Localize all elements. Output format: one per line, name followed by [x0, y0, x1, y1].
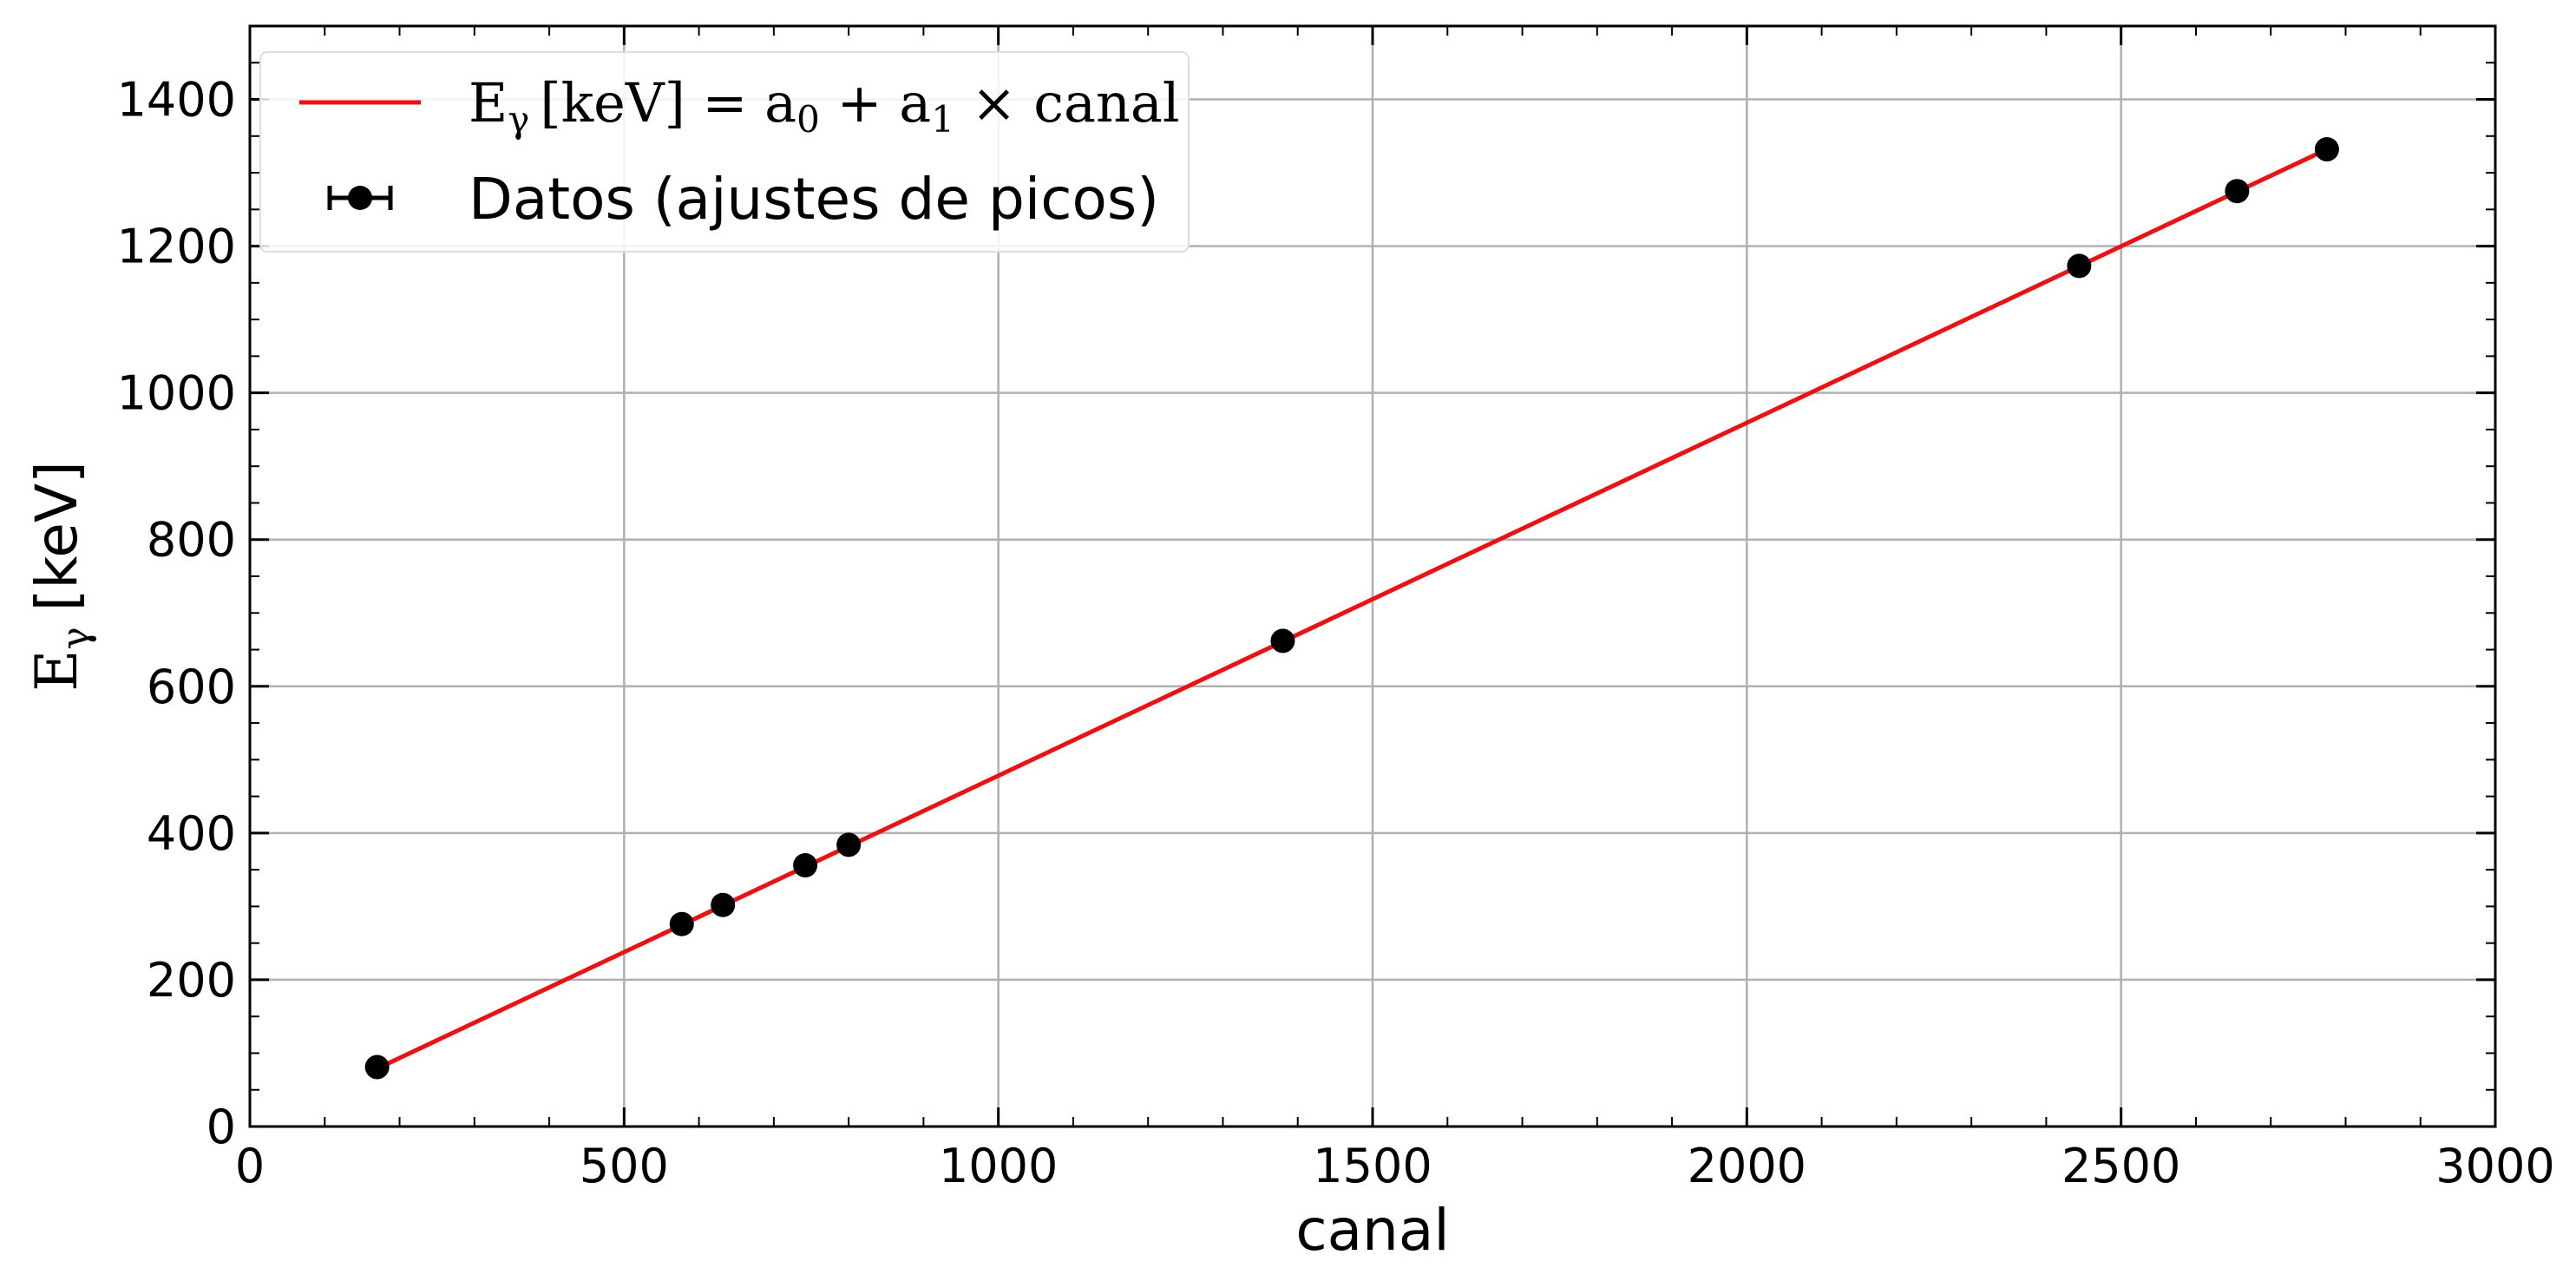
- data-point: [1270, 628, 1295, 654]
- legend-data-marker: [348, 186, 372, 210]
- data-point: [669, 911, 694, 936]
- y-tick-label: 0: [206, 1100, 236, 1154]
- x-tick-label: 2500: [2061, 1139, 2180, 1193]
- fit-line-layer: [376, 147, 2328, 1071]
- x-tick-label: 0: [235, 1139, 265, 1193]
- fit-line: [376, 147, 2328, 1071]
- y-tick-label: 1200: [117, 220, 236, 274]
- x-tick-label: 2000: [1688, 1139, 1806, 1193]
- tick-labels: 0 500 1000 1500 2000 2500 3000 0 200 400 600 800 100…: [117, 73, 2555, 1193]
- data-point: [793, 853, 818, 878]
- legend: Eγ [keV] = a0 + a1 × canal Datos (ajustes…: [259, 51, 1190, 253]
- y-tick-label: 600: [147, 660, 236, 714]
- data-point: [711, 892, 736, 917]
- y-tick-label: 800: [147, 513, 236, 568]
- x-axis-label: canal: [1295, 1197, 1449, 1264]
- y-tick-label: 1400: [117, 73, 236, 128]
- y-axis-label: Eγ[keV]: [23, 461, 98, 692]
- legend-box: [259, 51, 1190, 253]
- data-point: [2067, 253, 2092, 279]
- y-tick-label: 200: [147, 953, 236, 1008]
- legend-data-label: Datos (ajustes de picos): [469, 166, 1159, 233]
- data-point: [364, 1054, 390, 1080]
- data-point: [836, 832, 862, 857]
- data-point: [2225, 179, 2250, 204]
- axis-ticks: [248, 25, 2497, 1128]
- x-tick-label: 1500: [1313, 1139, 1432, 1193]
- data-points-layer: [364, 137, 2339, 1080]
- plot-frame: [248, 24, 2497, 1128]
- legend-data-swatch: [327, 186, 393, 210]
- x-tick-label: 1000: [939, 1139, 1058, 1193]
- data-point: [2314, 137, 2339, 162]
- y-tick-label: 400: [147, 806, 236, 861]
- legend-fit-label: Eγ [keV] = a0 + a1 × canal: [469, 71, 1180, 141]
- x-tick-label: 3000: [2435, 1139, 2554, 1193]
- y-axis-label-text: Eγ[keV]: [23, 461, 98, 692]
- x-tick-label: 500: [580, 1139, 669, 1193]
- y-tick-label: 1000: [117, 366, 236, 421]
